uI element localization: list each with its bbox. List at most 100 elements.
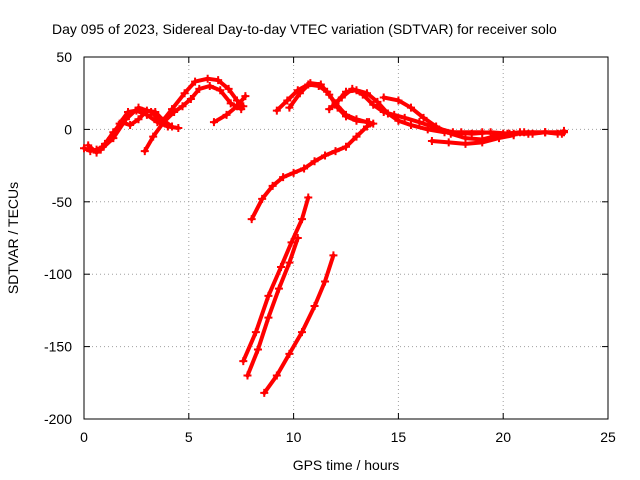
- data-point-arc-5: [222, 110, 231, 119]
- data-point-arc-10: [379, 93, 388, 102]
- y-axis-label: SDTVAR / TECUs: [5, 182, 21, 294]
- data-point-arc-15: [285, 258, 294, 267]
- data-point-arc-3: [205, 81, 214, 90]
- data-point-arc-13: [331, 147, 340, 156]
- data-point-arc-4: [224, 84, 233, 93]
- data-point-arc-9: [400, 113, 409, 122]
- data-point-arc-10: [446, 129, 455, 138]
- data-point-arc-16: [272, 371, 281, 380]
- data-point-arc-10: [406, 103, 415, 112]
- data-point-arc-9: [379, 108, 388, 117]
- y-tick-label: -50: [52, 194, 72, 210]
- data-point-arc-11: [444, 138, 453, 147]
- data-point-arc-13: [321, 151, 330, 160]
- data-point-arc-12: [503, 129, 512, 138]
- data-point-arc-7: [333, 103, 342, 112]
- x-tick-label: 5: [185, 429, 193, 445]
- data-point-arc-10: [419, 113, 428, 122]
- data-point-arc-15: [293, 234, 302, 242]
- data-point-arc-9: [337, 93, 346, 102]
- x-tick-label: 15: [391, 429, 407, 445]
- data-point-arc-10: [432, 122, 441, 131]
- data-point-arc-14: [297, 215, 306, 224]
- data-point-arc-4: [134, 103, 143, 112]
- data-point-arc-7: [295, 89, 304, 98]
- axis-layer: 0 5 10 15 20 25 50 0 -50 -100 -150 -200: [44, 49, 616, 445]
- data-point-arc-13: [342, 142, 350, 151]
- series-line-arc-16: [262, 253, 336, 395]
- data-point-arc-7: [352, 116, 361, 125]
- data-point-arc-10: [394, 96, 403, 105]
- data-point-arc-12: [528, 129, 537, 138]
- data-point-arc-14: [239, 357, 248, 366]
- data-point-arc-4: [191, 77, 200, 86]
- data-point-arc-11: [461, 139, 470, 148]
- data-point-arc-9: [325, 105, 334, 114]
- data-point-arc-3: [216, 86, 225, 95]
- data-point-arc-12: [541, 128, 550, 137]
- data-point-arc-12: [559, 126, 568, 135]
- data-point-arc-9: [348, 84, 357, 93]
- series-line-arc-5: [212, 94, 248, 125]
- data-point-arc-5: [233, 102, 242, 111]
- y-tick-label: -150: [44, 339, 72, 355]
- data-point-arc-11: [495, 134, 504, 143]
- data-point-arc-3: [195, 84, 204, 93]
- data-point-arc-13: [258, 194, 267, 203]
- data-point-arc-13: [362, 122, 371, 131]
- x-tick-label: 25: [600, 429, 616, 445]
- data-point-arc-15: [253, 345, 262, 354]
- data-point-arc-13: [369, 119, 378, 128]
- x-tick-label: 0: [80, 429, 88, 445]
- data-point-arc-7: [316, 80, 325, 89]
- data-point-arc-15: [274, 284, 283, 293]
- data-point-arc-2: [134, 115, 143, 124]
- data-point-arc-2: [126, 121, 135, 130]
- data-point-arc-12: [553, 129, 562, 138]
- x-axis-label: GPS time / hours: [293, 457, 400, 473]
- data-point-arc-12: [515, 128, 524, 137]
- data-point-arc-13: [279, 173, 288, 182]
- data-point-arc-11: [427, 136, 436, 145]
- y-tick-label: 50: [56, 49, 72, 65]
- data-point-arc-4: [180, 89, 189, 98]
- data-point-arc-13: [247, 215, 256, 224]
- data-point-arc-4: [147, 108, 156, 117]
- data-point-arc-8: [373, 97, 382, 106]
- plot-frame: [83, 56, 609, 420]
- data-point-arc-3: [226, 99, 235, 108]
- data-point-arc-4: [157, 118, 166, 127]
- data-point-arc-2: [168, 122, 177, 131]
- data-point-arc-3: [186, 94, 195, 103]
- data-point-arc-3: [149, 132, 158, 141]
- data-point-arc-6: [272, 106, 281, 115]
- data-point-arc-14: [277, 262, 286, 271]
- data-point-arc-14: [304, 193, 313, 202]
- chart-title: Day 095 of 2023, Sidereal Day-to-day VTE…: [52, 21, 557, 37]
- data-point-arc-4: [96, 145, 105, 154]
- x-tick-label: 20: [495, 429, 511, 445]
- data-point-arc-15: [264, 313, 273, 322]
- y-tick-label: -100: [44, 266, 72, 282]
- data-point-arc-8: [406, 121, 415, 130]
- data-point-arc-3: [178, 102, 187, 111]
- data-point-arc-13: [352, 132, 361, 141]
- data-point-arc-16: [297, 328, 306, 337]
- series-line-arc-13: [249, 121, 376, 222]
- data-point-arc-16: [310, 302, 319, 311]
- data-point-arc-14: [251, 328, 260, 337]
- series-layer: [80, 74, 568, 397]
- data-point-arc-13: [300, 164, 309, 173]
- data-point-arc-4: [203, 74, 212, 83]
- data-point-arc-8: [362, 89, 371, 98]
- data-point-arc-16: [285, 349, 294, 358]
- data-point-arc-2: [84, 141, 93, 150]
- data-point-arc-5: [241, 92, 250, 101]
- data-point-arc-7: [342, 112, 350, 121]
- data-point-arc-4: [121, 115, 130, 124]
- data-point-arc-1: [174, 123, 183, 132]
- data-point-arc-9: [486, 128, 495, 137]
- data-point-arc-11: [478, 138, 487, 147]
- data-point-arc-16: [329, 251, 338, 260]
- data-point-arc-13: [268, 181, 277, 190]
